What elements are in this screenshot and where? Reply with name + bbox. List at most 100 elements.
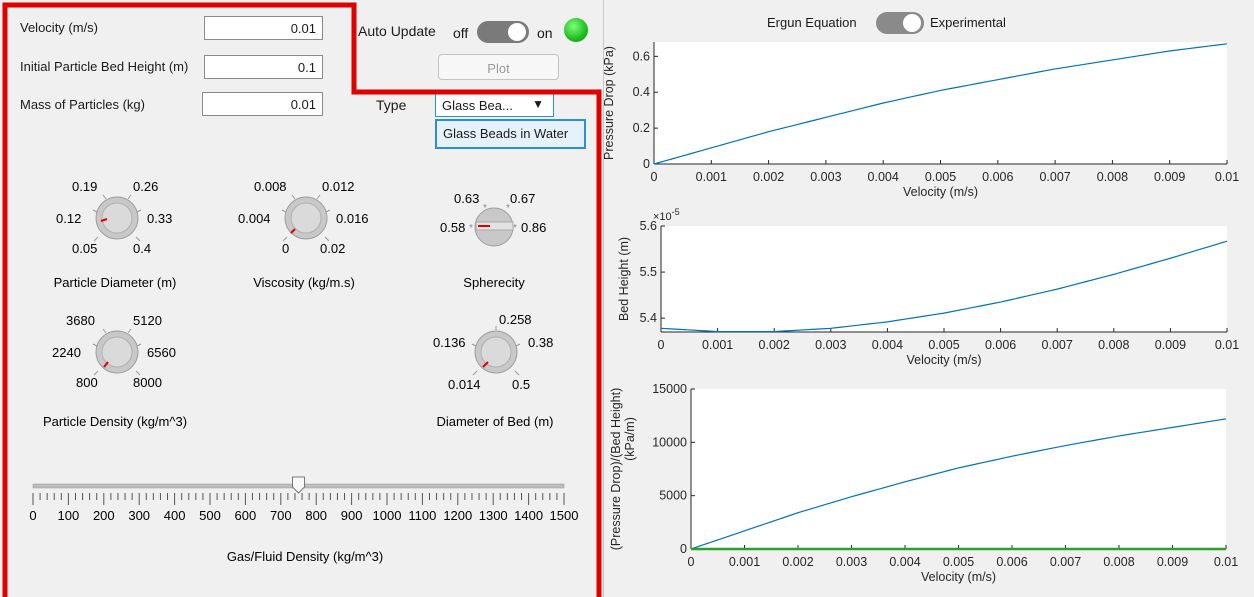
series-line [660, 240, 1228, 333]
slider-tick-label: 500 [199, 508, 221, 523]
slider-tick-label: 700 [270, 508, 292, 523]
slider-tick-label: 1500 [550, 508, 579, 523]
viscosity-tick-0: 0 [282, 241, 289, 256]
x-tick-label: 0.003 [836, 555, 867, 569]
x-tick-label: 0.003 [815, 338, 846, 352]
sphericity-title: Spherecity [463, 275, 525, 290]
x-tick-label: 0.001 [729, 555, 760, 569]
y-tick-label: 5.5 [640, 265, 657, 279]
x-tick-label: 0.006 [996, 555, 1027, 569]
mode-switch-knob[interactable] [903, 14, 921, 32]
slider-tick-label: 1100 [408, 508, 436, 523]
y-tick-label: 10000 [652, 435, 687, 449]
fluid-density-title: Gas/Fluid Density (kg/m^3) [227, 549, 383, 564]
x-tick-label: 0.002 [753, 170, 784, 184]
diameter-tick-0.4: 0.4 [133, 241, 151, 256]
viscosity-tick-0.02: 0.02 [320, 241, 345, 256]
particle-density-title: Particle Density (kg/m^3) [43, 414, 187, 429]
plot-area [654, 42, 1227, 164]
x-tick-label: 0.009 [1155, 338, 1186, 352]
density-tick-6560: 6560 [147, 345, 176, 360]
x-tick-label: 0.008 [1103, 555, 1134, 569]
particle-diameter-knob[interactable] [92, 194, 142, 242]
x-tick-label: 0.004 [872, 338, 903, 352]
bed-diameter-knob[interactable] [471, 326, 521, 376]
x-axis-label: Velocity (m/s) [921, 570, 996, 584]
density-tick-2240: 2240 [52, 345, 81, 360]
axis-exponent-label: ×10-5 [653, 207, 680, 223]
x-tick-label: 0 [651, 170, 658, 184]
chart-layer: 0 0.001 0.002 0.003 0.004 0.005 0.006 0.007 0.00… [604, 42, 1239, 584]
y-tick-label: 0.2 [633, 121, 650, 135]
slider-tick-label: 0 [29, 508, 36, 523]
bed-diameter-title: Diameter of Bed (m) [436, 414, 553, 429]
mode-switch[interactable] [876, 12, 924, 34]
series-line [690, 418, 1227, 550]
bed-tick-0.136: 0.136 [433, 335, 466, 350]
particle-diameter-title: Particle Diameter (m) [54, 275, 177, 290]
sphericity-tick-0.67: 0.67 [510, 191, 535, 206]
sphericity-tick-0.58: 0.58 [440, 220, 465, 235]
x-tick-label: 0.008 [1098, 338, 1129, 352]
pressure-drop-chart: 0 0.001 0.002 0.003 0.004 0.005 0.006 0.007 0.00… [604, 42, 1239, 199]
y-tick-label: 5.6 [640, 219, 657, 233]
y-tick-label: 15000 [652, 382, 687, 396]
density-tick-5120: 5120 [133, 313, 162, 328]
sphericity-tick-0.86: 0.86 [521, 220, 546, 235]
plot-panel: Ergun Equation Experimental 0 0.001 0.002 0… [603, 0, 1254, 597]
diameter-tick-0.26: 0.26 [133, 179, 158, 194]
y-axis-label: Bed Height (m) [617, 237, 631, 321]
svg-text:*: * [469, 223, 473, 234]
x-tick-label: 0.002 [782, 555, 813, 569]
slider-tick-label: 600 [235, 508, 257, 523]
x-tick-label: 0.001 [696, 170, 727, 184]
y-axis-label: (Pressure Drop)/(Bed Height) [609, 388, 623, 551]
particle-density-knob[interactable] [92, 328, 142, 376]
viscosity-tick-0.016: 0.016 [336, 211, 369, 226]
y-axis-unit-label: (kPa/m) [623, 417, 637, 461]
bed-tick-0.5: 0.5 [512, 377, 530, 392]
slider-thumb[interactable] [292, 476, 305, 494]
x-axis-label: Velocity (m/s) [903, 185, 978, 199]
knob-layer: 0.19 0.26 0.12 0.33 0.05 0.4 Particle Di… [29, 179, 579, 564]
x-tick-label: 0.01 [1215, 170, 1239, 184]
y-tick-label: 0.4 [633, 85, 650, 99]
bed-tick-0.38: 0.38 [528, 335, 553, 350]
x-tick-label: 0.005 [925, 170, 956, 184]
x-tick-label: 0.009 [1157, 555, 1188, 569]
diameter-tick-0.19: 0.19 [72, 179, 97, 194]
x-tick-label: 0 [688, 555, 695, 569]
viscosity-knob[interactable] [281, 194, 331, 242]
x-tick-label: 0.01 [1214, 555, 1238, 569]
y-tick-label: 5000 [659, 489, 687, 503]
slider-tick-label: 900 [341, 508, 363, 523]
fluid-density-slider[interactable]: 0 100 200 300 400 500 600 700 800 900 1000 1100 1200… [29, 476, 579, 523]
bed-height-chart: 0 0.001 0.002 0.003 0.004 0.005 0.006 0.007 0.00… [617, 207, 1239, 367]
density-tick-800: 800 [76, 375, 98, 390]
y-tick-label: 0 [680, 542, 687, 556]
bed-tick-0.014: 0.014 [448, 377, 481, 392]
slider-tick-label: 1300 [479, 508, 508, 523]
bed-tick-0.258: 0.258 [499, 312, 532, 327]
parameter-panel: Velocity (m/s) 0.01 Initial Particle Bed… [0, 0, 603, 597]
x-tick-label: 0.007 [1039, 170, 1070, 184]
viscosity-title: Viscosity (kg/m.s) [253, 275, 355, 290]
x-tick-label: 0.004 [889, 555, 920, 569]
experimental-label: Experimental [930, 15, 1006, 30]
sphericity-knob[interactable]: * * * * [469, 203, 517, 247]
x-tick-label: 0.001 [702, 338, 733, 352]
x-tick-label: 0.004 [868, 170, 899, 184]
plot-area [661, 226, 1227, 332]
y-tick-label: 0.6 [633, 49, 650, 63]
density-tick-8000: 8000 [133, 375, 162, 390]
slider-tick-label: 100 [58, 508, 80, 523]
diameter-tick-0.05: 0.05 [72, 241, 97, 256]
ergun-equation-label: Ergun Equation [767, 15, 857, 30]
x-tick-label: 0 [658, 338, 665, 352]
x-tick-label: 0.005 [943, 555, 974, 569]
slider-tick-label: 300 [128, 508, 150, 523]
pressure-per-height-chart: 0 0.001 0.002 0.003 0.004 0.005 0.006 0.007 0.00… [609, 382, 1238, 584]
series-line [653, 43, 1228, 165]
slider-tick-label: 200 [93, 508, 115, 523]
svg-text:*: * [513, 223, 517, 234]
